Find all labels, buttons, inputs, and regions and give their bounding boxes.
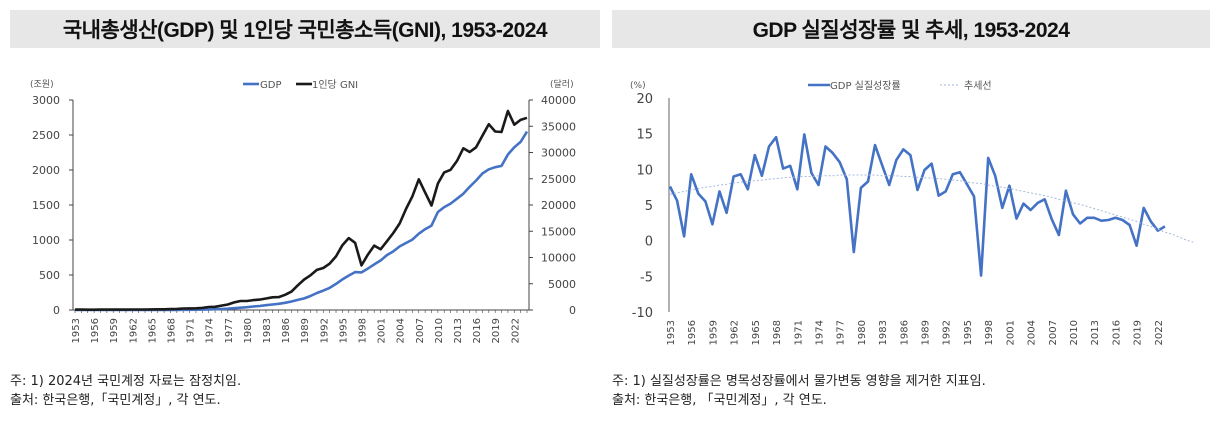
x-tick-label: 2019 xyxy=(1133,320,1144,345)
x-tick-label: 1992 xyxy=(942,320,953,345)
y-tick-label-left: 1500 xyxy=(32,199,60,212)
notes-right: 주: 1) 실질성장률은 명목성장률에서 물가변동 영향을 제거한 지표임. 출… xyxy=(612,372,986,410)
x-tick-label: 1995 xyxy=(338,318,349,343)
source-line: 출처: 한국은행, 「국민계정」, 각 연도. xyxy=(612,393,827,408)
y-tick-label: -5 xyxy=(640,270,653,285)
y-tick-label-right: 20000 xyxy=(541,199,576,212)
x-tick-label: 1971 xyxy=(186,318,197,343)
y-tick-label: 10 xyxy=(636,163,653,178)
x-tick-label: 1974 xyxy=(814,320,825,345)
x-tick-label: 1971 xyxy=(793,320,804,345)
y-tick-label-left: 1000 xyxy=(32,234,60,247)
trend-line xyxy=(669,174,1194,243)
x-tick-label: 2016 xyxy=(1111,320,1122,345)
gdp-gni-chart: 0500100015002000250030000500010000150002… xyxy=(30,78,576,343)
legend-gni-label: 1인당 GNI xyxy=(312,79,358,91)
x-tick-label: 1959 xyxy=(109,318,120,343)
x-tick-label: 2019 xyxy=(491,318,502,343)
x-tick-label: 1962 xyxy=(128,318,139,343)
y-tick-label-left: 2500 xyxy=(32,129,60,142)
x-tick-label: 1980 xyxy=(857,320,868,345)
x-tick-label: 2004 xyxy=(1027,320,1038,345)
x-tick-label: 1980 xyxy=(243,318,254,343)
x-tick-label: 1977 xyxy=(224,318,235,343)
x-tick-label: 2007 xyxy=(415,318,426,343)
x-tick-label: 1983 xyxy=(878,320,889,345)
y-axis-unit: (%) xyxy=(630,81,646,91)
y-tick-label-right: 30000 xyxy=(541,147,576,160)
x-tick-label: 1992 xyxy=(319,318,330,343)
legend-gdp-label: GDP xyxy=(260,80,281,91)
x-tick-label: 1965 xyxy=(147,318,158,343)
y-tick-label: 0 xyxy=(645,235,653,250)
x-tick-label: 2007 xyxy=(1048,320,1059,345)
y-tick-label: 15 xyxy=(636,128,653,143)
x-tick-label: 2013 xyxy=(1090,320,1101,345)
y-tick-label-left: 0 xyxy=(53,304,60,317)
y-tick-label-left: 3000 xyxy=(32,94,60,107)
x-tick-label: 1989 xyxy=(921,320,932,345)
y-tick-label-right: 25000 xyxy=(541,173,576,186)
x-tick-label: 1956 xyxy=(687,320,698,345)
x-tick-label: 2016 xyxy=(472,318,483,343)
x-tick-label: 2013 xyxy=(453,318,464,343)
x-tick-label: 1998 xyxy=(357,318,368,343)
y-tick-label-left: 2000 xyxy=(32,164,60,177)
y-tick-label-right: 10000 xyxy=(541,252,576,265)
x-tick-label: 1968 xyxy=(166,318,177,343)
x-tick-label: 1953 xyxy=(666,320,677,345)
x-tick-label: 1995 xyxy=(963,320,974,345)
growth-rate-line xyxy=(668,133,1166,277)
x-tick-label: 2001 xyxy=(377,318,388,343)
y-axis-unit-right: (달러) xyxy=(550,78,574,90)
x-tick-label: 1962 xyxy=(730,320,741,345)
y-axis-unit-left: (조원) xyxy=(30,79,54,90)
x-tick-label: 2004 xyxy=(396,318,407,343)
x-tick-label: 2010 xyxy=(1069,320,1080,345)
chart-title-growth: GDP 실질성장률 및 추세, 1953-2024 xyxy=(612,10,1210,48)
y-tick-label: 20 xyxy=(636,92,653,107)
x-tick-label: 1989 xyxy=(300,318,311,343)
x-tick-label: 1977 xyxy=(836,320,847,345)
y-tick-label-right: 15000 xyxy=(541,225,576,238)
y-tick-label-right: 5000 xyxy=(548,278,576,291)
x-tick-label: 1965 xyxy=(751,320,762,345)
chart-title-gdp-gni: 국내총생산(GDP) 및 1인당 국민총소득(GNI), 1953-2024 xyxy=(10,10,600,48)
x-tick-label: 2010 xyxy=(434,318,445,343)
y-tick-label-right: 35000 xyxy=(541,120,576,133)
x-tick-label: 1983 xyxy=(262,318,273,343)
x-tick-label: 1986 xyxy=(899,320,910,345)
gni-line xyxy=(75,109,528,311)
y-tick-label-right: 40000 xyxy=(541,94,576,107)
legend-trend-label: 추세선 xyxy=(964,80,992,92)
x-tick-label: 1974 xyxy=(205,318,216,343)
x-tick-label: 1953 xyxy=(71,318,82,343)
x-tick-label: 1968 xyxy=(772,320,783,345)
legend-growth-label: GDP 실질성장률 xyxy=(830,80,901,92)
source-line: 출처: 한국은행,「국민계정」, 각 연도. xyxy=(10,393,221,408)
x-tick-label: 1986 xyxy=(281,318,292,343)
note-line: 주: 1) 2024년 국민계정 자료는 잠정치임. xyxy=(10,374,242,389)
x-tick-label: 1959 xyxy=(708,320,719,345)
y-tick-label-left: 500 xyxy=(39,269,60,282)
notes-left: 주: 1) 2024년 국민계정 자료는 잠정치임. 출처: 한국은행,「국민계… xyxy=(10,372,241,410)
x-tick-label: 1998 xyxy=(984,320,995,345)
x-tick-label: 2022 xyxy=(1154,320,1165,345)
x-tick-label: 2022 xyxy=(510,318,521,343)
growth-chart: -10 -5 0 5 10 15 20(%) 1953 1956 1959 1962 1965 1968… xyxy=(630,80,1194,345)
y-tick-label: 5 xyxy=(645,199,653,214)
y-tick-label-right: 0 xyxy=(569,304,576,317)
x-tick-label: 2001 xyxy=(1005,320,1016,345)
y-tick-label: -10 xyxy=(632,306,653,321)
note-line: 주: 1) 실질성장률은 명목성장률에서 물가변동 영향을 제거한 지표임. xyxy=(612,374,986,389)
x-tick-label: 1956 xyxy=(90,318,101,343)
